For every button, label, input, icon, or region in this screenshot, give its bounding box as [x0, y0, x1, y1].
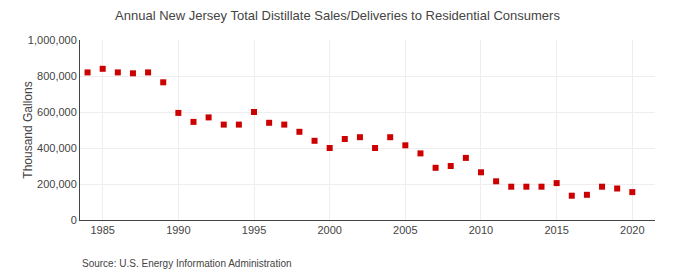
svg-text:800,000: 800,000 [37, 70, 77, 82]
svg-text:600,000: 600,000 [37, 106, 77, 118]
svg-text:2010: 2010 [469, 224, 493, 236]
svg-text:Annual New Jersey Total Distil: Annual New Jersey Total Distillate Sales… [115, 8, 560, 23]
svg-text:1995: 1995 [242, 224, 266, 236]
svg-text:Source: U.S. Energy Informatio: Source: U.S. Energy Information Administ… [82, 258, 292, 269]
svg-text:400,000: 400,000 [37, 142, 77, 154]
svg-text:2020: 2020 [620, 224, 644, 236]
svg-text:0: 0 [71, 214, 77, 226]
svg-text:2000: 2000 [317, 224, 341, 236]
svg-text:1990: 1990 [166, 224, 190, 236]
svg-text:Thousand Gallons: Thousand Gallons [21, 81, 35, 178]
svg-text:1985: 1985 [90, 224, 114, 236]
svg-text:2005: 2005 [393, 224, 417, 236]
svg-text:200,000: 200,000 [37, 178, 77, 190]
svg-text:1,000,000: 1,000,000 [28, 34, 77, 46]
svg-text:2015: 2015 [544, 224, 568, 236]
